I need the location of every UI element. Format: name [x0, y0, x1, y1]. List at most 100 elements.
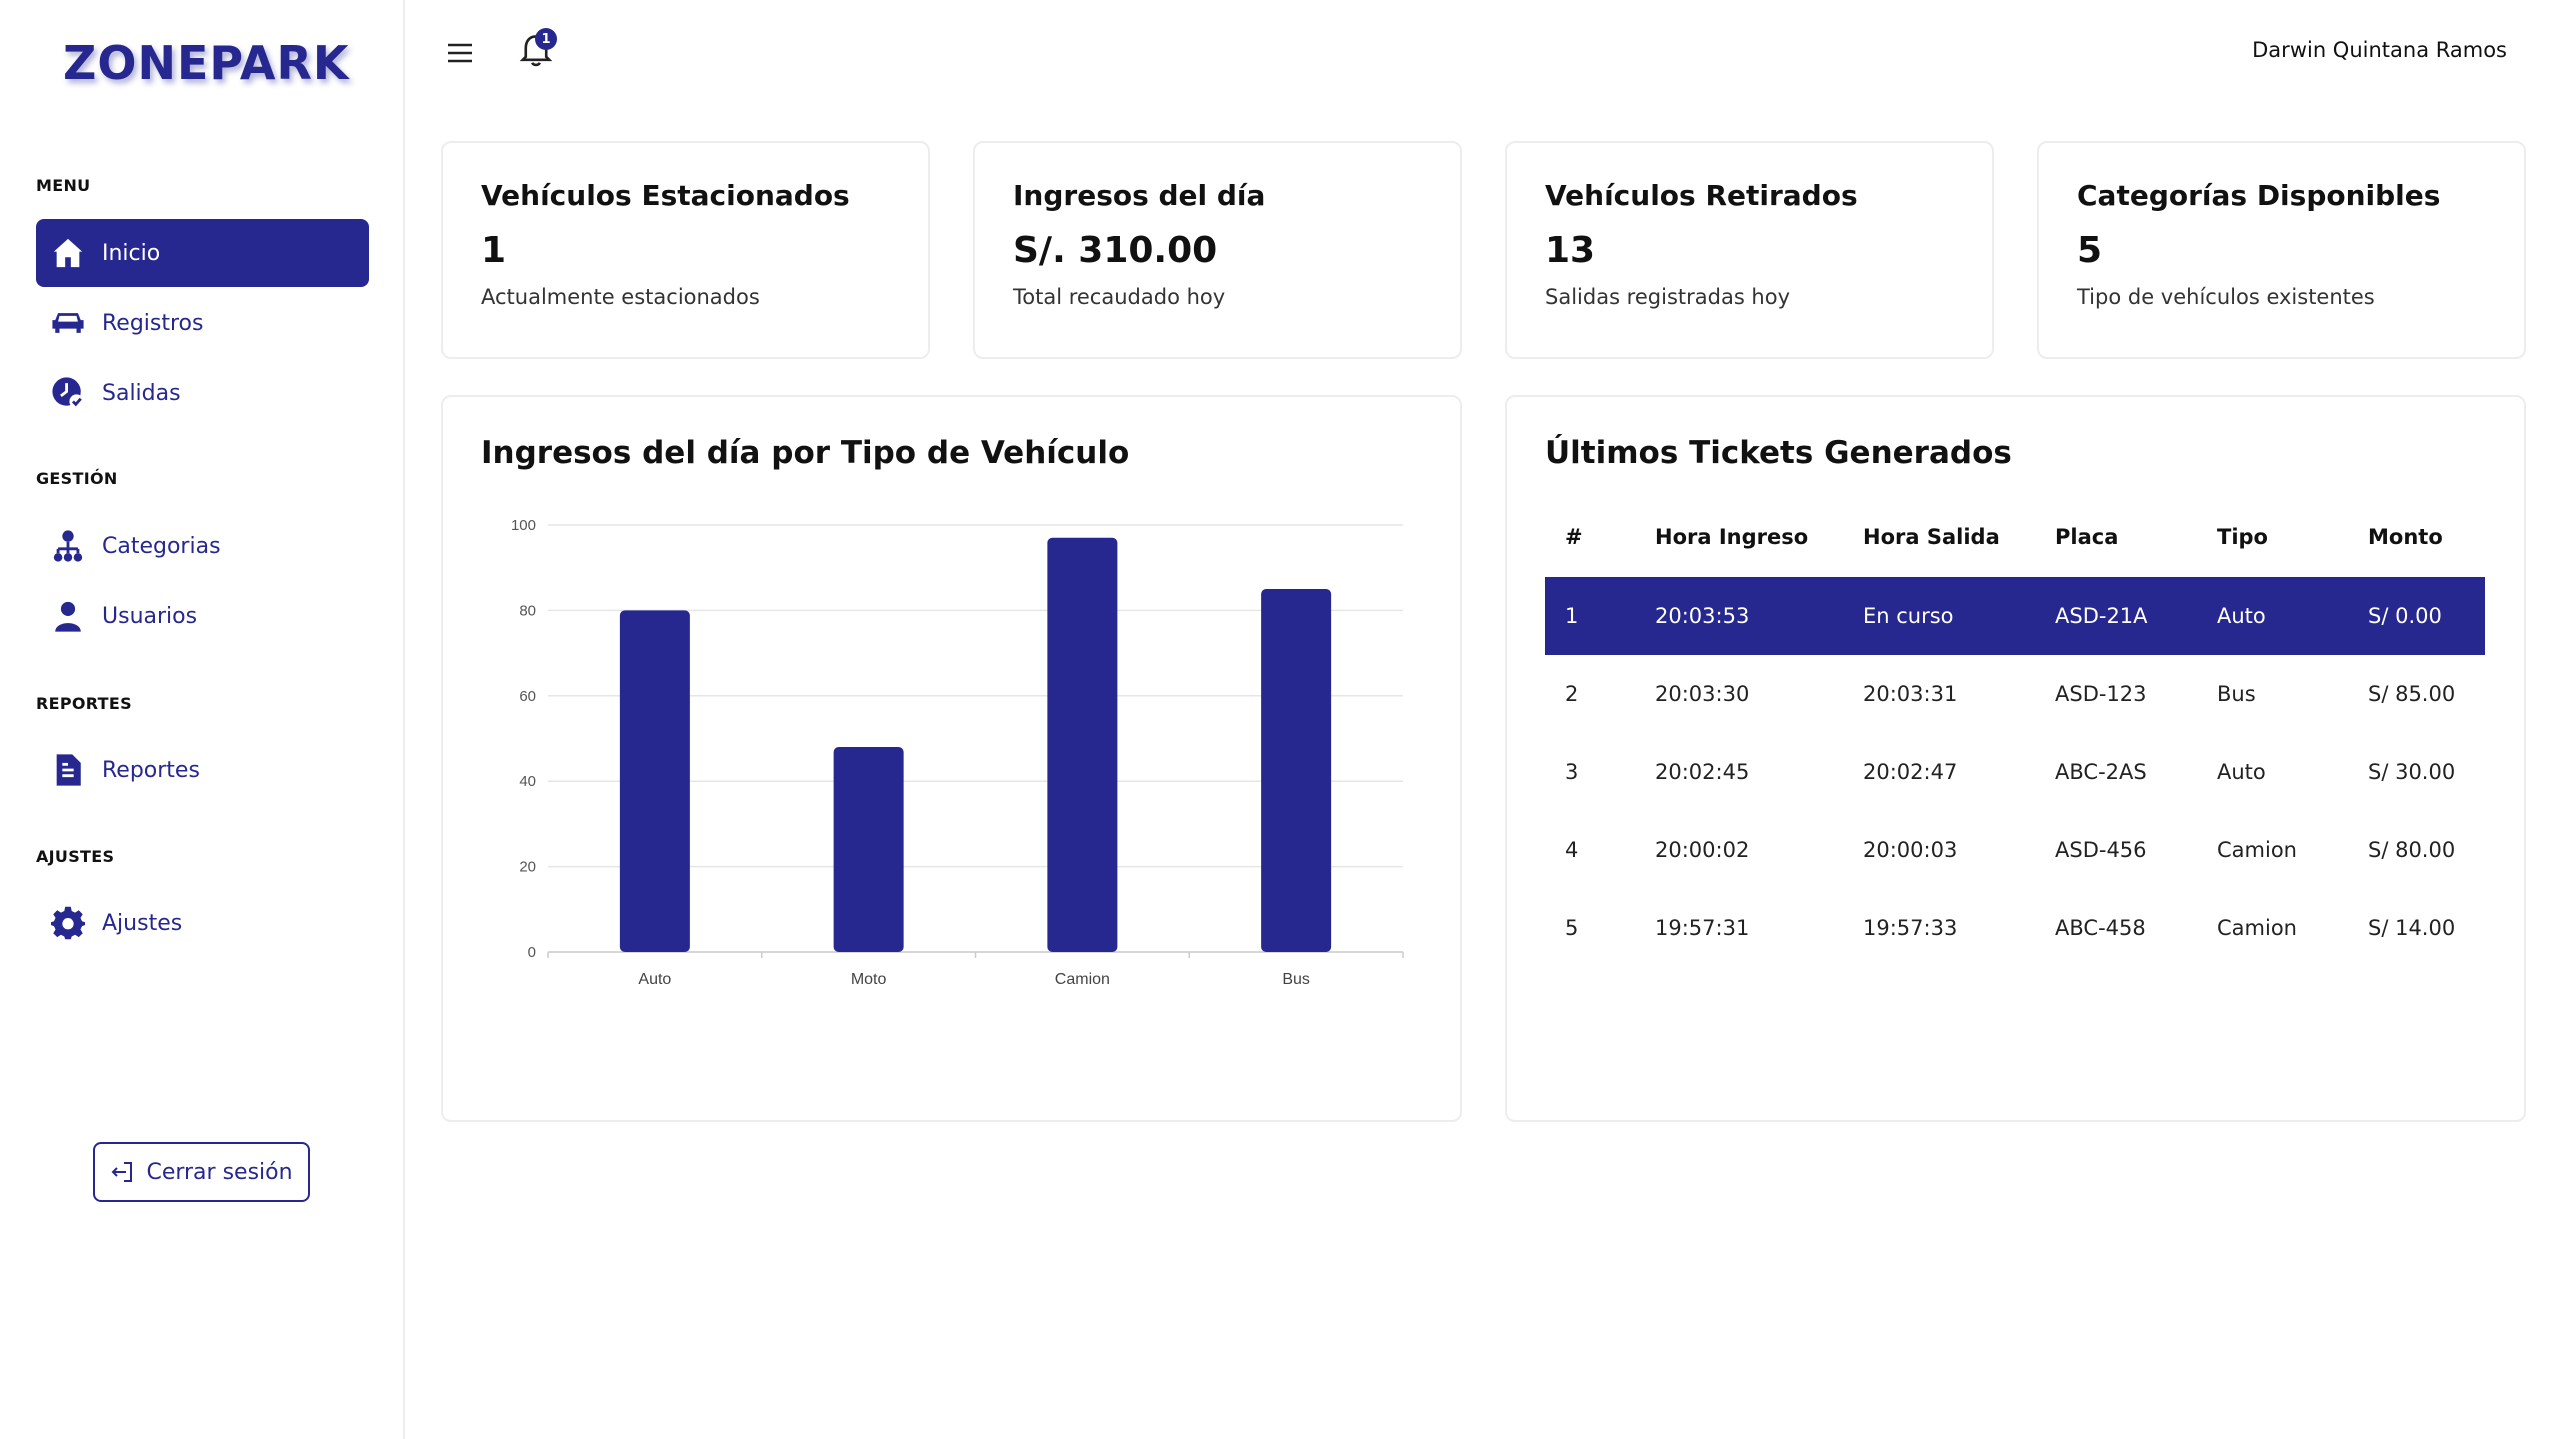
stat-value: S/. 310.00: [1013, 230, 1218, 271]
table-cell: 5: [1565, 916, 1579, 940]
table-cell: 20:02:47: [1863, 760, 1958, 784]
stat-desc: Total recaudado hoy: [1013, 285, 1226, 309]
section-title-gestion: GESTIÓN: [36, 469, 118, 488]
column-header: Monto: [2368, 525, 2443, 549]
sidebar-item-reportes[interactable]: Reportes: [36, 736, 369, 804]
column-header: Placa: [2055, 525, 2119, 549]
table-cell: 2: [1565, 682, 1579, 706]
table-cell: S/ 85.00: [2368, 682, 2456, 706]
sidebar-item-label: Registros: [102, 310, 204, 336]
logout-icon: [110, 1159, 136, 1185]
table-cell: Camion: [2217, 838, 2297, 862]
table-row[interactable]: 4 20:00:02 20:00:03 ASD-456 Camion S/ 80.00: [1545, 811, 2485, 889]
bar-moto[interactable]: [833, 747, 904, 952]
sidebar-item-label: Categorias: [102, 533, 221, 559]
table-cell: 20:00:03: [1863, 838, 1958, 862]
table-cell: Auto: [2197, 577, 2348, 655]
bar-auto[interactable]: [619, 610, 690, 952]
y-tick-label: 20: [519, 859, 536, 876]
table-cell: Bus: [2217, 682, 2256, 706]
x-tick-label: Moto: [851, 971, 887, 988]
clock-check-icon: [50, 375, 86, 411]
bar-chart: 0 20 40 60 80 100 Auto Moto Camion Bus: [511, 517, 1404, 988]
bar-bus[interactable]: [1261, 589, 1332, 952]
table-cell: 20:03:53: [1635, 577, 1843, 655]
sidebar-item-label: Ajustes: [102, 910, 183, 936]
table-row[interactable]: 1 20:03:53 En curso ASD-21A Auto S/ 0.00: [1545, 577, 2485, 655]
sidebar-item-label: Salidas: [102, 380, 181, 406]
stat-title: Ingresos del día: [1013, 179, 1266, 212]
user-name[interactable]: Darwin Quintana Ramos: [2252, 38, 2507, 62]
table-row[interactable]: 2 20:03:30 20:03:31 ASD-123 Bus S/ 85.00: [1545, 655, 2485, 733]
table-cell: 20:03:30: [1655, 682, 1750, 706]
tickets-panel: Últimos Tickets Generados # Hora Ingreso…: [1505, 395, 2526, 1122]
table-cell: ABC-2AS: [2055, 760, 2147, 784]
stat-card-income: Ingresos del día S/. 310.00 Total recaud…: [973, 141, 1462, 359]
y-tick-label: 100: [511, 517, 536, 534]
column-header: Tipo: [2217, 525, 2268, 549]
table-cell: S/ 80.00: [2368, 838, 2456, 862]
sidebar: ZONEPARK MENU Inicio Registros Salidas G…: [0, 0, 405, 1439]
y-tick-label: 60: [519, 688, 536, 705]
report-icon: [50, 752, 86, 788]
section-title-reportes: REPORTES: [36, 694, 132, 713]
y-tick-label: 40: [519, 773, 536, 790]
hierarchy-icon: [50, 528, 86, 564]
car-icon: [50, 305, 86, 341]
sidebar-item-usuarios[interactable]: Usuarios: [36, 582, 369, 650]
y-tick-label: 0: [528, 944, 536, 961]
stat-card-retired: Vehículos Retirados 13 Salidas registrad…: [1505, 141, 1994, 359]
app-logo[interactable]: ZONEPARK: [63, 36, 350, 90]
table-cell: 19:57:31: [1655, 916, 1750, 940]
stat-value: 1: [481, 230, 507, 271]
table-cell: 20:00:02: [1655, 838, 1750, 862]
chart-title: Ingresos del día por Tipo de Vehículo: [481, 435, 1130, 471]
gear-icon: [50, 905, 86, 941]
table-cell: ASD-456: [2055, 838, 2147, 862]
table-cell: S/ 14.00: [2368, 916, 2456, 940]
table-cell: 3: [1565, 760, 1579, 784]
table-cell: ABC-458: [2055, 916, 2146, 940]
stat-desc: Tipo de vehículos existentes: [2077, 285, 2375, 309]
table-cell: En curso: [1843, 577, 2035, 655]
sidebar-item-ajustes[interactable]: Ajustes: [36, 889, 369, 957]
stat-value: 13: [1545, 230, 1596, 271]
home-icon: [50, 235, 86, 271]
sidebar-item-salidas[interactable]: Salidas: [36, 359, 369, 427]
logout-button[interactable]: Cerrar sesión: [93, 1142, 310, 1202]
stat-value: 5: [2077, 230, 2103, 271]
table-cell: ASD-21A: [2035, 577, 2197, 655]
x-tick-label: Auto: [638, 971, 671, 988]
hamburger-menu-icon[interactable]: [446, 40, 474, 66]
section-title-ajustes: AJUSTES: [36, 847, 115, 866]
stat-title: Vehículos Estacionados: [481, 179, 850, 212]
stat-title: Categorías Disponibles: [2077, 179, 2441, 212]
table-cell: Camion: [2217, 916, 2297, 940]
column-header: #: [1565, 525, 1583, 549]
table-row[interactable]: 3 20:02:45 20:02:47 ABC-2AS Auto S/ 30.00: [1545, 733, 2485, 811]
table-cell: 20:02:45: [1655, 760, 1750, 784]
sidebar-item-label: Inicio: [102, 240, 161, 266]
sidebar-item-categorias[interactable]: Categorias: [36, 512, 369, 580]
sidebar-item-inicio[interactable]: Inicio: [36, 219, 369, 287]
table-cell: S/ 30.00: [2368, 760, 2456, 784]
bar-camion[interactable]: [1047, 537, 1118, 952]
sidebar-item-registros[interactable]: Registros: [36, 289, 369, 357]
table-cell: 4: [1565, 838, 1579, 862]
sidebar-item-label: Reportes: [102, 757, 200, 783]
table-cell: 19:57:33: [1863, 916, 1958, 940]
x-tick-label: Bus: [1282, 971, 1310, 988]
table-row[interactable]: 5 19:57:31 19:57:33 ABC-458 Camion S/ 14.00: [1545, 889, 2485, 967]
tickets-table: # Hora Ingreso Hora Salida Placa Tipo Mo…: [1545, 497, 2485, 967]
column-header: Hora Ingreso: [1655, 525, 1809, 549]
table-header-row: # Hora Ingreso Hora Salida Placa Tipo Mo…: [1545, 497, 2485, 577]
stat-card-categories: Categorías Disponibles 5 Tipo de vehícul…: [2037, 141, 2526, 359]
stat-desc: Salidas registradas hoy: [1545, 285, 1791, 309]
table-cell: Auto: [2217, 760, 2266, 784]
stat-desc: Actualmente estacionados: [481, 285, 760, 309]
user-icon: [50, 598, 86, 634]
stat-title: Vehículos Retirados: [1545, 179, 1858, 212]
logout-label: Cerrar sesión: [146, 1159, 293, 1185]
table-cell: S/ 0.00: [2348, 577, 2485, 655]
chart-panel: Ingresos del día por Tipo de Vehículo 0 2…: [441, 395, 1462, 1122]
